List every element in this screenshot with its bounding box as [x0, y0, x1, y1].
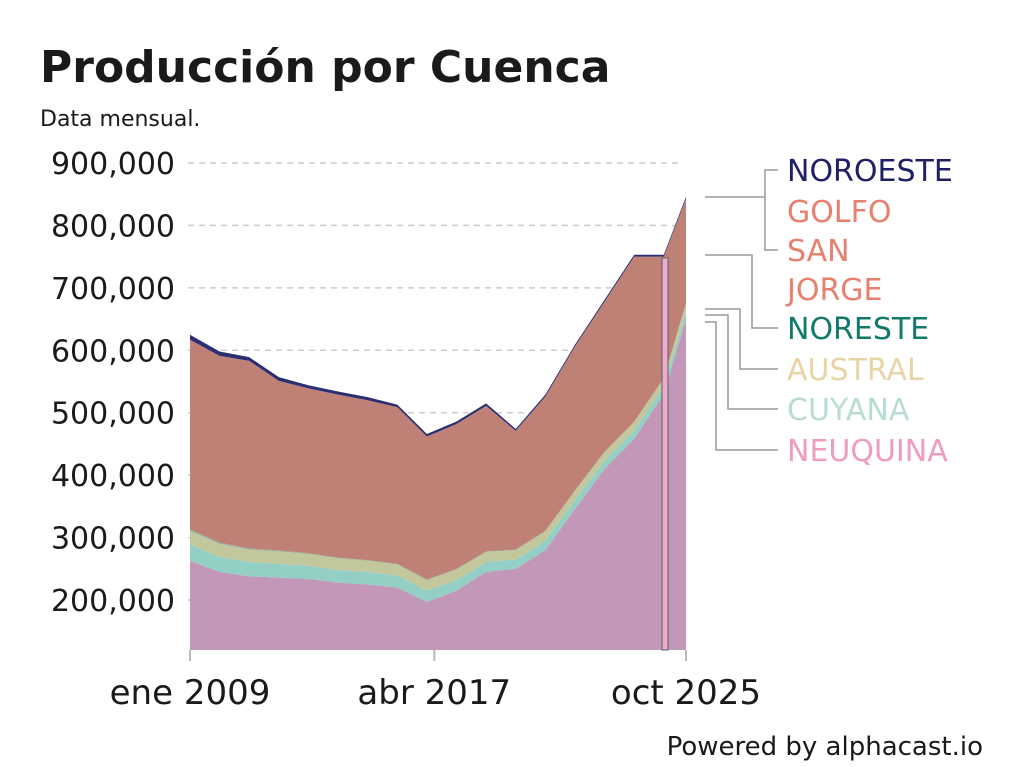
legend-label-golfo-san-jorge: GOLFO SAN JORGE: [785, 195, 891, 308]
x-tick-label: ene 2009: [110, 673, 271, 713]
legend-leader-line: [705, 321, 778, 451]
highlight-band-rect: [661, 257, 669, 651]
legend: NOROESTE GOLFO SAN JORGE NORESTE AUSTRAL CUYAN…: [705, 154, 953, 469]
area-cuyana: [190, 311, 686, 602]
y-tick-label: 500,000: [51, 397, 175, 432]
y-tick-label: 600,000: [51, 334, 175, 369]
x-tick-label: oct 2025: [611, 673, 761, 713]
y-axis: 200,000 300,000 400,000 500,000 600,000 700,0…: [51, 147, 175, 619]
footer-credit[interactable]: Powered by alphacast.io: [667, 732, 983, 762]
y-tick-label: 900,000: [51, 147, 175, 182]
y-tick-label: 300,000: [51, 522, 175, 557]
y-tick-label: 800,000: [51, 209, 175, 244]
areas: [190, 196, 686, 650]
legend-label-austral: AUSTRAL: [787, 353, 924, 388]
legend-label-cuyana: CUYANA: [787, 393, 910, 428]
x-tick-label: abr 2017: [357, 673, 511, 713]
chart-subtitle: Data mensual.: [40, 107, 200, 132]
y-tick-label: 400,000: [51, 459, 175, 494]
legend-label-neuquina: NEUQUINA: [787, 434, 948, 469]
legend-leader-line: [764, 169, 778, 251]
area-golfo-san-jorge: [190, 198, 686, 580]
legend-leader-line: [705, 254, 778, 329]
y-tick-label: 700,000: [51, 272, 175, 307]
area-neuquina: [190, 319, 686, 650]
highlight-band: [661, 257, 669, 651]
legend-label-noroeste: NOROESTE: [787, 154, 953, 189]
y-tick-label: 200,000: [51, 584, 175, 619]
chart-title: Producción por Cuenca: [40, 42, 610, 93]
x-axis: ene 2009 abr 2017 oct 2025: [110, 650, 761, 713]
legend-leader-line: [705, 314, 778, 410]
legend-label-noreste: NORESTE: [787, 312, 929, 347]
legend-leader-line: [705, 308, 778, 370]
